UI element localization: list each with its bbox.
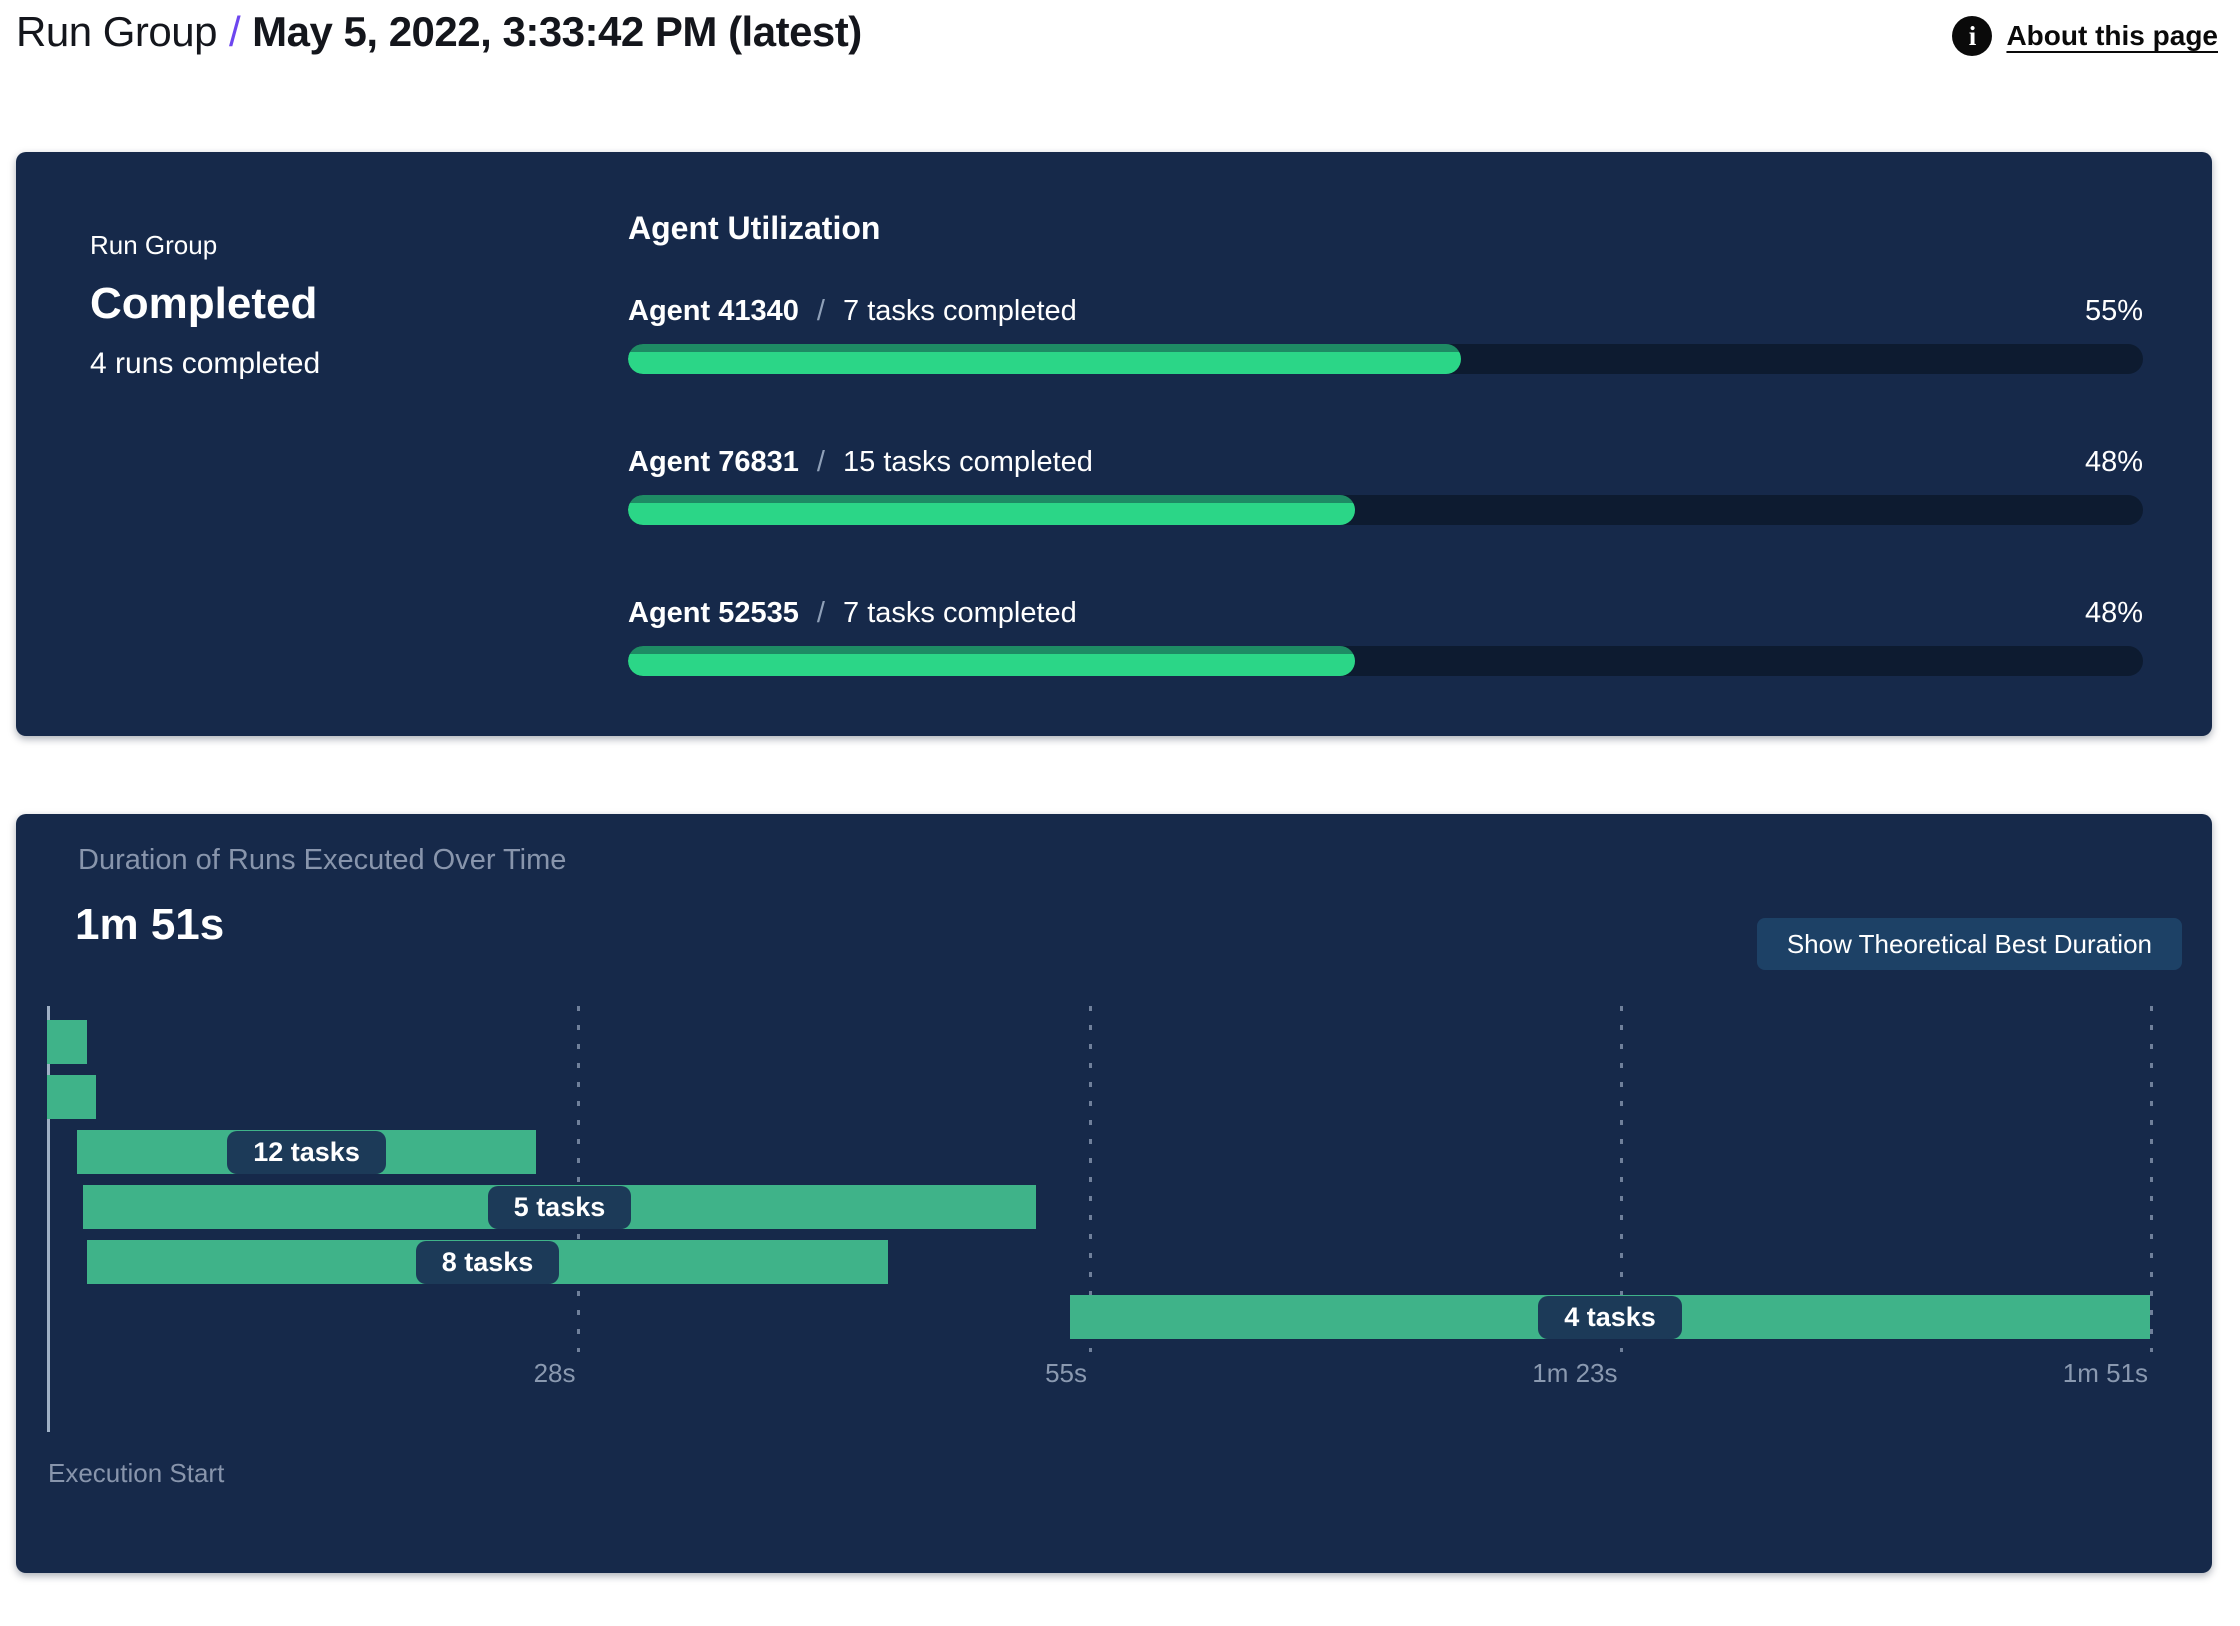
duration-total: 1m 51s — [75, 900, 225, 949]
agent-utilization: Agent Utilization Agent 41340 / 7 tasks … — [628, 210, 2143, 748]
agent-progress-track — [628, 646, 2143, 676]
agent-row-line: Agent 41340 / 7 tasks completed 55% — [628, 295, 2143, 328]
run-group-status: Completed — [90, 279, 318, 328]
agent-tasks: 7 tasks completed — [843, 597, 1077, 629]
gridline — [577, 1006, 581, 1352]
agent-separator: / — [808, 295, 834, 327]
agent-tasks: 7 tasks completed — [843, 295, 1077, 327]
page-title-current: May 5, 2022, 3:33:42 PM (latest) — [252, 8, 862, 55]
agent-separator: / — [808, 446, 834, 478]
run-group-summary: Run Group Completed 4 runs completed — [90, 230, 320, 381]
gridline — [2150, 1006, 2153, 1352]
info-icon: i — [1952, 16, 1993, 56]
tick-label: 28s — [533, 1358, 576, 1388]
agent-row: Agent 41340 / 7 tasks completed 55% — [628, 295, 2143, 374]
agent-row: Agent 76831 / 15 tasks completed 48% — [628, 446, 2143, 525]
agent-progress-track — [628, 344, 2143, 374]
agent-row-line: Agent 52535 / 7 tasks completed 48% — [628, 597, 2143, 630]
run-bar[interactable] — [47, 1020, 87, 1064]
agent-percent: 48% — [2084, 446, 2143, 478]
agent-utilization-title: Agent Utilization — [628, 210, 881, 246]
breadcrumb-root: Run Group — [16, 8, 217, 55]
gantt-chart: 28s 55s 1m 23s 1m 51s 12 tasks 5 tasks 8 tasks… — [47, 1006, 2153, 1432]
duration-chart-title: Duration of Runs Executed Over Time — [78, 844, 567, 876]
gridline — [1089, 1006, 1093, 1352]
run-group-label: Run Group — [90, 230, 218, 260]
run-group-panel: Run Group Completed 4 runs completed Age… — [16, 152, 2212, 736]
agent-row-line: Agent 76831 / 15 tasks completed 48% — [628, 446, 2143, 479]
run-label-pill: 4 tasks — [1538, 1295, 1682, 1339]
agent-progress-fill — [628, 344, 1462, 374]
execution-start-label: Execution Start — [48, 1458, 225, 1488]
run-bar[interactable]: 12 tasks — [77, 1130, 536, 1174]
run-bar[interactable]: 4 tasks — [1070, 1295, 2150, 1339]
show-best-duration-button[interactable]: Show Theoretical Best Duration — [1756, 918, 2182, 970]
agent-name: Agent 52535 — [628, 597, 799, 629]
agent-row-title: Agent 41340 / 7 tasks completed — [628, 295, 1077, 328]
run-bar[interactable] — [47, 1075, 97, 1119]
tick-label: 55s — [1045, 1358, 1088, 1388]
run-label-pill: 5 tasks — [487, 1185, 632, 1229]
tick-label: 1m 51s — [2062, 1358, 2148, 1388]
page-title: Run Group / May 5, 2022, 3:33:42 PM (lates… — [16, 0, 862, 56]
agent-tasks: 15 tasks completed — [843, 446, 1093, 478]
agent-name: Agent 41340 — [628, 295, 799, 327]
agent-percent: 55% — [2084, 295, 2143, 327]
gridline — [1619, 1006, 1623, 1352]
tick-label: 1m 23s — [1532, 1358, 1618, 1388]
y-axis-line — [47, 1006, 50, 1432]
agent-name: Agent 76831 — [628, 446, 799, 478]
run-group-detail: 4 runs completed — [90, 347, 321, 380]
about-label: About this page — [2006, 20, 2218, 51]
run-bar[interactable]: 8 tasks — [86, 1240, 889, 1284]
agent-row-title: Agent 52535 / 7 tasks completed — [628, 597, 1077, 630]
run-label-pill: 12 tasks — [227, 1130, 386, 1174]
agent-rows: Agent 41340 / 7 tasks completed 55% Agent … — [628, 295, 2143, 676]
breadcrumb-separator: / — [228, 8, 241, 55]
agent-row: Agent 52535 / 7 tasks completed 48% — [628, 597, 2143, 676]
agent-progress-track — [628, 495, 2143, 525]
run-bar[interactable]: 5 tasks — [82, 1185, 1036, 1229]
agent-progress-fill — [628, 495, 1356, 525]
run-label-pill: 8 tasks — [415, 1240, 560, 1284]
duration-panel: Duration of Runs Executed Over Time 1m 5… — [16, 814, 2212, 1573]
agent-separator: / — [808, 597, 834, 629]
agent-progress-fill — [628, 646, 1356, 676]
about-link[interactable]: i About this page — [1952, 16, 2218, 56]
agent-row-title: Agent 76831 / 15 tasks completed — [628, 446, 1093, 479]
page-header: Run Group / May 5, 2022, 3:33:42 PM (lates… — [16, 0, 2218, 56]
agent-percent: 48% — [2084, 597, 2143, 629]
